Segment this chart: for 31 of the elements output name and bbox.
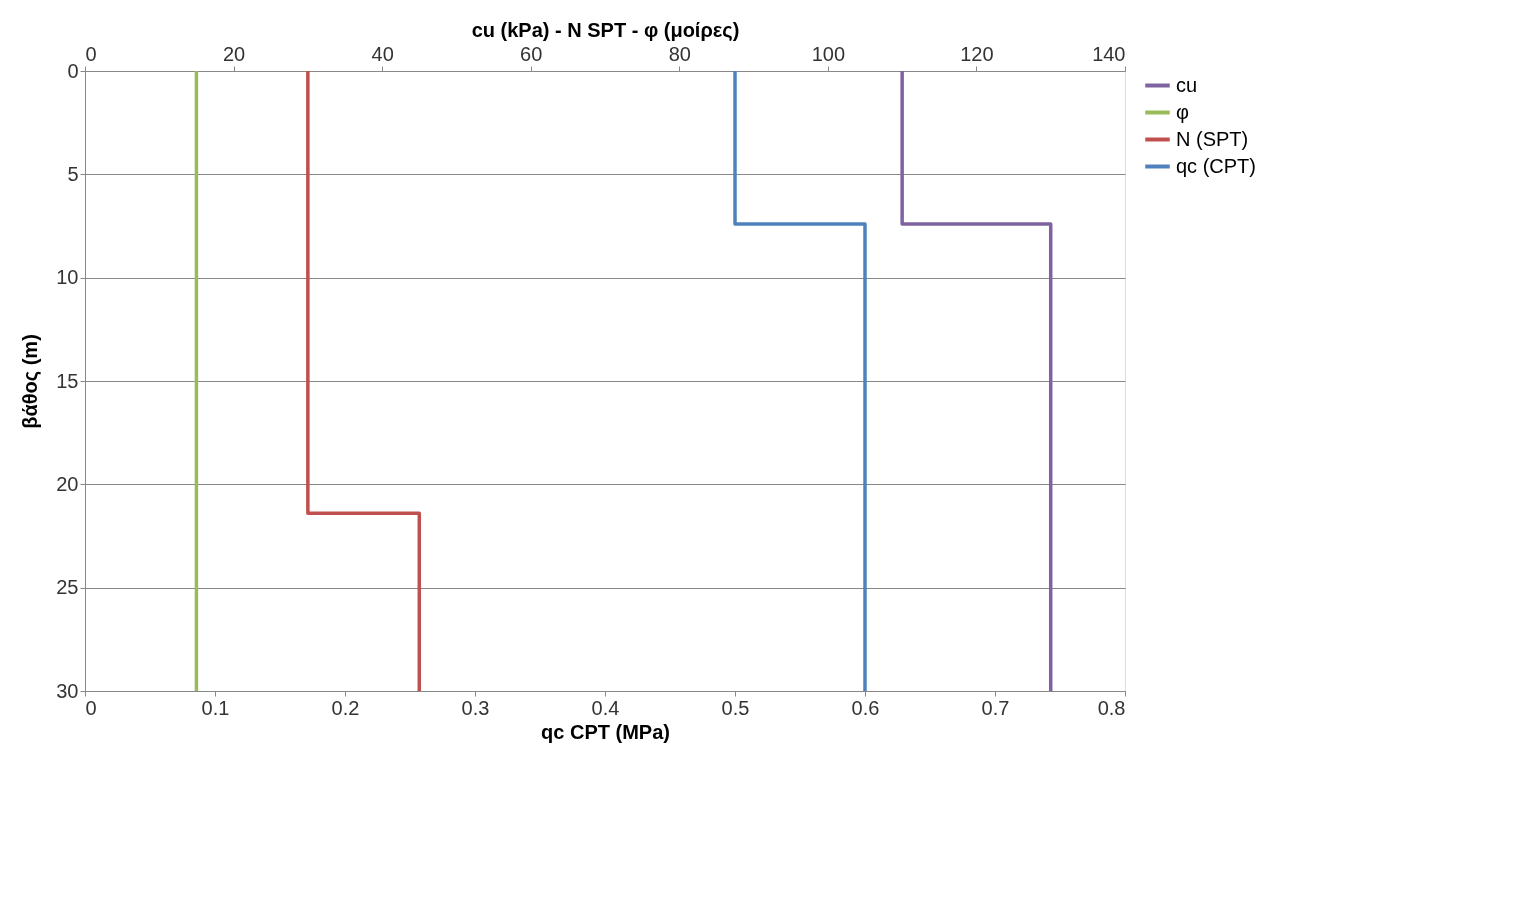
y-tick-label: 10 — [56, 266, 79, 289]
y-tick-label: 30 — [56, 679, 79, 702]
x-axis-title: qc CPT (MPa) — [541, 720, 670, 743]
x2-tick-label: 60 — [520, 42, 543, 65]
x2-tick-label: 0 — [85, 42, 97, 65]
y-tick-label: 25 — [56, 576, 79, 599]
y-tick-label: 5 — [67, 162, 79, 185]
x2-tick-label: 20 — [222, 42, 246, 65]
legend-label: N (SPT) — [1176, 127, 1249, 150]
x-tick-label: 0.4 — [591, 696, 620, 719]
legend-label: qc (CPT) — [1176, 154, 1256, 177]
x-tick-label: 0.6 — [851, 696, 880, 719]
x2-tick-label: 40 — [371, 42, 394, 65]
x2-tick-label: 100 — [811, 42, 846, 65]
x2-tick-label: 140 — [1092, 42, 1126, 65]
x-tick-label: 0.5 — [721, 696, 750, 719]
legend-label: φ — [1176, 100, 1189, 123]
y-axis-title: βάθος (m) — [19, 334, 42, 429]
y-tick-label: 20 — [56, 472, 79, 495]
x-tick-label: 0 — [85, 696, 97, 719]
x-tick-label: 0.7 — [981, 696, 1010, 719]
y-tick-label: 0 — [67, 59, 79, 82]
x-tick-label: 0.1 — [201, 696, 230, 719]
x-tick-label: 0.8 — [1097, 696, 1126, 719]
legend-label: cu — [1176, 73, 1198, 96]
x2-tick-label: 80 — [668, 42, 691, 65]
x-tick-label: 0.3 — [461, 696, 490, 719]
y-tick-label: 15 — [56, 369, 79, 392]
x2-axis-title: cu (kPa) - N SPT - φ (μοίρες) — [471, 18, 740, 41]
x2-tick-label: 120 — [960, 42, 994, 65]
x-tick-label: 0.2 — [331, 696, 360, 719]
